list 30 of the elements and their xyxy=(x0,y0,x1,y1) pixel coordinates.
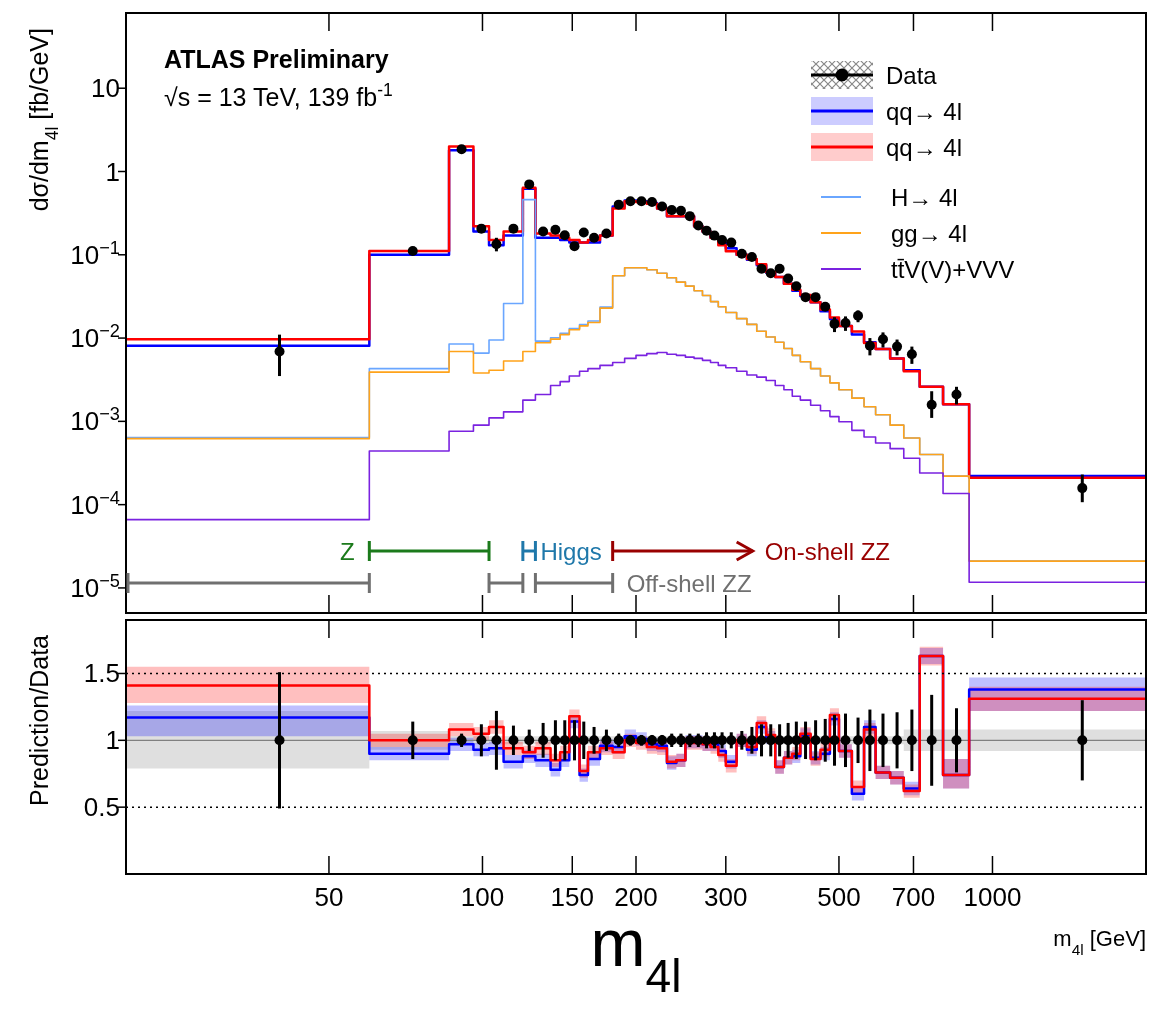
annotation: Z xyxy=(340,538,355,565)
y-tick-label: 1 xyxy=(105,725,120,756)
x-tick-label: 500 xyxy=(817,882,861,912)
annotation: Off-shell ZZ xyxy=(626,570,752,597)
x-tick-label: 50 xyxy=(314,882,344,912)
legend-label: qq→ 4l xyxy=(886,134,963,161)
y-tick-label: 10$^{−3}$ xyxy=(70,404,120,437)
legend-label: gg→ 4l xyxy=(891,220,968,247)
y-tick-label: 0.5 xyxy=(83,792,120,823)
y-tick-label: 1 xyxy=(105,156,120,187)
annotation: ATLAS Preliminary xyxy=(164,45,389,73)
x-tick-label: 700 xyxy=(891,882,936,912)
y-tick-label: 10$^{−5}$ xyxy=(70,570,120,603)
legend-label: qq→ 4l xyxy=(886,98,963,125)
legend-label: Data xyxy=(886,62,938,89)
annotation: Higgs xyxy=(540,538,602,565)
y-axis-title: Prediction/Data xyxy=(25,634,53,806)
x-axis-title: m$_{4l}$ [GeV] xyxy=(1053,926,1146,958)
x-tick-label: 300 xyxy=(704,882,748,912)
legend-label: H→ 4l xyxy=(891,184,958,211)
x-tick-label: 100 xyxy=(460,882,505,912)
y-tick-label: 10$^{−1}$ xyxy=(70,237,120,270)
y-tick-label: 10$^{−2}$ xyxy=(70,321,120,354)
annotation: On-shell ZZ xyxy=(764,538,891,565)
legend-label: tt̄V(V)+VVV xyxy=(891,256,1015,283)
y-tick-label: 10$^{−4}$ xyxy=(70,487,120,520)
x-tick-label: 1000 xyxy=(963,882,1022,912)
y-tick-label: 10 xyxy=(91,73,120,104)
annotation: √s = 13 TeV, 139 fb$^{-1}$ xyxy=(164,80,393,111)
y-tick-label: 1.5 xyxy=(83,658,120,689)
